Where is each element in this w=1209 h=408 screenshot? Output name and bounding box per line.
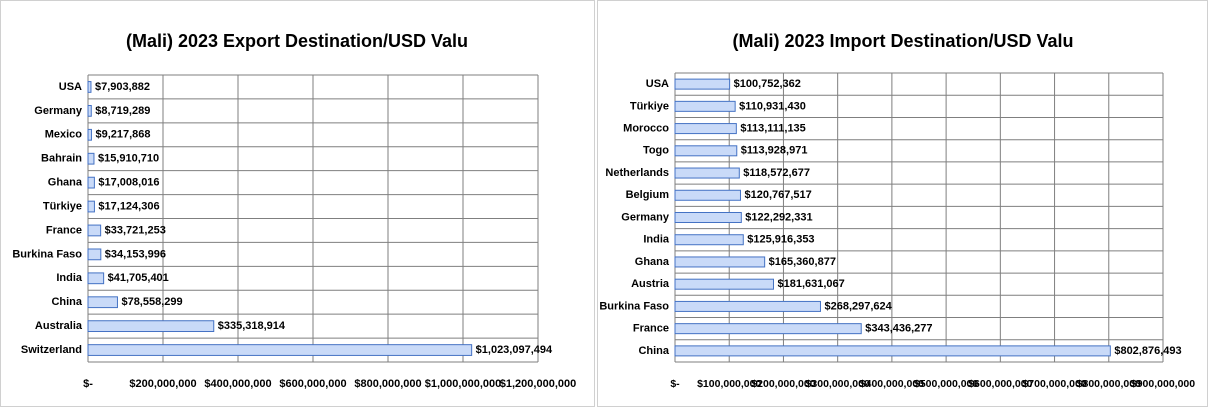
value-label: $9,217,868 [95,129,150,141]
y-tick-label: China [51,296,82,308]
x-tick-label: $800,000,000 [354,378,421,390]
bar [87,152,95,165]
value-label: $181,631,067 [777,278,844,290]
x-tick-label: $600,000,000 [279,378,346,390]
value-label: $165,360,877 [769,256,836,268]
bar [674,278,774,290]
y-tick-label: Türkiye [630,100,669,112]
bar [674,167,740,179]
value-label: $268,297,624 [824,300,892,312]
y-tick-label: Türkiye [43,200,82,212]
bar [87,296,118,309]
y-tick-label: Germany [34,105,83,117]
y-tick-label: Switzerland [21,344,82,356]
y-tick-label: India [643,234,670,246]
y-tick-label: Ghana [635,256,670,268]
bar [87,81,92,93]
bar [87,104,92,117]
x-tick-label: $600,000,000 [968,378,1032,390]
value-label: $78,558,299 [121,296,182,308]
bar [674,100,736,112]
value-label: $17,124,306 [98,200,159,212]
x-tick-label: $200,000,000 [129,378,196,390]
x-tick-label: $1,200,000,000 [500,378,576,390]
x-tick-label: $800,000,000 [1077,378,1141,390]
y-tick-label: Burkina Faso [599,300,669,312]
y-tick-label: Germany [621,211,670,223]
x-tick-label: $400,000,000 [204,378,271,390]
value-label: $113,111,135 [740,122,805,134]
bar [674,300,821,312]
chart-title: (Mali) 2023 Export Destination/USD Valu [126,31,468,51]
x-tick-label: $- [83,378,93,390]
value-label: $41,705,401 [108,272,169,284]
bar [674,345,1111,357]
value-label: $343,436,277 [865,323,932,335]
chart-title: (Mali) 2023 Import Destination/USD Valu [732,31,1073,51]
value-label: $110,931,430 [739,100,806,112]
x-tick-label: $700,000,000 [1022,378,1086,390]
bar [87,272,105,285]
value-label: $335,318,914 [218,320,286,332]
x-tick-label: $200,000,000 [751,378,815,390]
value-label: $8,719,289 [95,105,150,117]
y-tick-label: Mexico [45,129,83,141]
value-label: $34,153,996 [105,248,166,260]
bar [674,78,731,90]
y-tick-label: Netherlands [605,167,669,179]
y-tick-label: Austria [631,278,670,290]
y-tick-label: India [56,272,83,284]
x-tick-label: $500,000,000 [914,378,978,390]
value-label: $113,928,971 [741,145,808,157]
value-label: $118,572,677 [743,167,810,179]
bar [674,256,766,268]
bar [87,320,215,333]
y-tick-label: Bahrain [41,153,82,165]
value-label: $120,767,517 [744,189,811,201]
bar [87,200,95,213]
y-tick-label: Morocco [623,122,669,134]
value-label: $15,910,710 [98,153,159,165]
value-label: $7,903,882 [95,81,150,93]
value-label: $1,023,097,494 [476,344,553,356]
y-tick-label: Burkina Faso [12,248,82,260]
x-tick-label: $1,000,000,000 [425,378,501,390]
y-tick-label: Australia [35,320,83,332]
bar [87,344,473,356]
bar [87,224,102,237]
x-tick-label: $100,000,000 [697,378,761,390]
value-label: $125,916,353 [747,234,814,246]
y-tick-label: France [633,323,669,335]
value-label: $802,876,493 [1114,345,1181,357]
y-tick-label: France [46,224,82,236]
value-label: $33,721,253 [105,224,166,236]
y-tick-label: USA [646,78,669,90]
bar [674,145,738,157]
y-tick-label: USA [59,81,82,93]
y-tick-label: China [638,345,669,357]
x-tick-label: $- [670,378,680,390]
value-label: $100,752,362 [734,78,801,90]
y-tick-label: Belgium [626,189,670,201]
bar [674,123,737,135]
bar [87,176,95,189]
chart-frame [597,0,1208,407]
x-tick-label: $300,000,000 [806,378,870,390]
value-label: $17,008,016 [98,177,159,189]
y-tick-label: Togo [643,145,669,157]
y-tick-label: Ghana [48,177,83,189]
bar [87,128,92,141]
bar [674,323,862,335]
chart-frame [0,0,595,407]
bar [674,234,744,246]
bar [674,189,741,201]
bar [674,211,742,224]
x-tick-label: $400,000,000 [860,378,924,390]
x-tick-label: $900,000,000 [1131,378,1195,390]
bar [87,248,102,261]
value-label: $122,292,331 [745,211,812,223]
